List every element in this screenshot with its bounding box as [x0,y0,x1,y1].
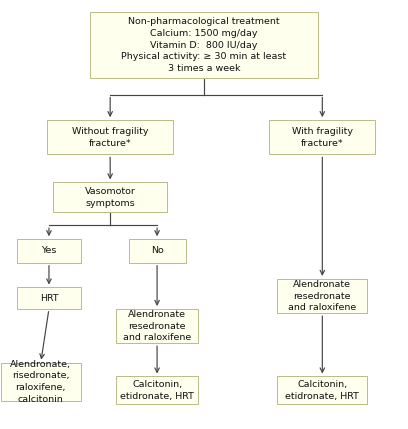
Text: Alendronate,
risedronate,
raloxifene,
calcitonin: Alendronate, risedronate, raloxifene, ca… [10,360,71,404]
FancyBboxPatch shape [90,12,318,78]
FancyBboxPatch shape [277,377,367,404]
Text: Alendronate
resedronate
and raloxifene: Alendronate resedronate and raloxifene [288,280,357,312]
FancyBboxPatch shape [17,239,80,263]
FancyBboxPatch shape [116,309,198,343]
FancyBboxPatch shape [53,182,167,212]
Text: Calcitonin,
etidronate, HRT: Calcitonin, etidronate, HRT [285,380,359,401]
Text: With fragility
fracture*: With fragility fracture* [292,127,353,148]
Text: Calcitonin,
etidronate, HRT: Calcitonin, etidronate, HRT [120,380,194,401]
FancyBboxPatch shape [269,120,375,154]
FancyBboxPatch shape [47,120,173,154]
Text: Non-pharmacological treatment
Calcium: 1500 mg/day
Vitamin D:  800 IU/day
Physic: Non-pharmacological treatment Calcium: 1… [122,17,286,73]
FancyBboxPatch shape [1,363,80,401]
Text: Yes: Yes [41,247,57,255]
Text: No: No [151,247,164,255]
FancyBboxPatch shape [277,279,367,313]
Text: Without fragility
fracture*: Without fragility fracture* [72,127,149,148]
Text: Alendronate
resedronate
and raloxifene: Alendronate resedronate and raloxifene [123,310,191,342]
FancyBboxPatch shape [17,287,80,309]
Text: Vasomotor
symptoms: Vasomotor symptoms [85,187,135,208]
FancyBboxPatch shape [116,377,198,404]
Text: HRT: HRT [40,294,58,302]
FancyBboxPatch shape [129,239,186,263]
